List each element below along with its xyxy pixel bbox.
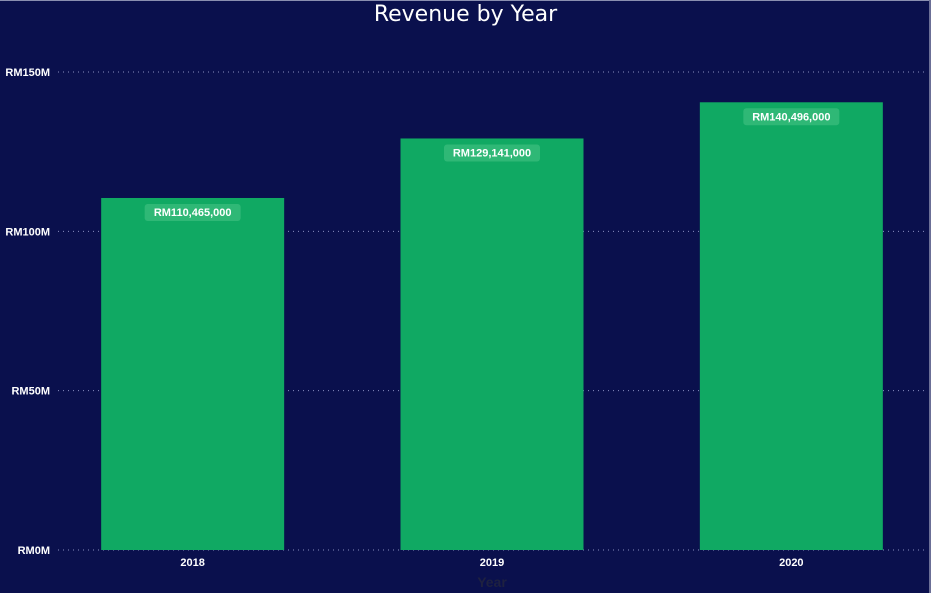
x-axis-label: Year — [477, 574, 507, 590]
x-tick-label: 2020 — [779, 557, 803, 569]
data-label: RM129,141,000 — [453, 147, 531, 159]
right-border — [929, 0, 931, 593]
y-tick-label: RM0M — [18, 545, 50, 557]
x-axis-ticks: 2018 2019 2020 — [180, 557, 803, 569]
top-border — [0, 0, 931, 1]
data-label-box — [144, 203, 241, 221]
data-label: RM140,496,000 — [752, 111, 830, 123]
data-label-box — [743, 108, 840, 126]
x-tick-label: 2018 — [180, 557, 204, 569]
bars: RM110,465,000 RM129,141,000 RM140,496,000 — [101, 102, 883, 551]
data-label-box — [444, 144, 540, 162]
y-tick-label: RM50M — [11, 386, 50, 398]
x-tick-label: 2019 — [480, 557, 504, 569]
bar-2020[interactable] — [699, 102, 883, 551]
y-axis-ticks: RM0M RM50M RM100M RM150M — [5, 67, 50, 557]
y-tick-label: RM100M — [5, 226, 50, 238]
bar-2018[interactable] — [101, 197, 285, 550]
bar-2019[interactable] — [400, 138, 584, 550]
y-tick-label: RM150M — [5, 67, 50, 79]
data-label: RM110,465,000 — [154, 207, 232, 219]
chart-title: Revenue by Year — [373, 2, 558, 27]
